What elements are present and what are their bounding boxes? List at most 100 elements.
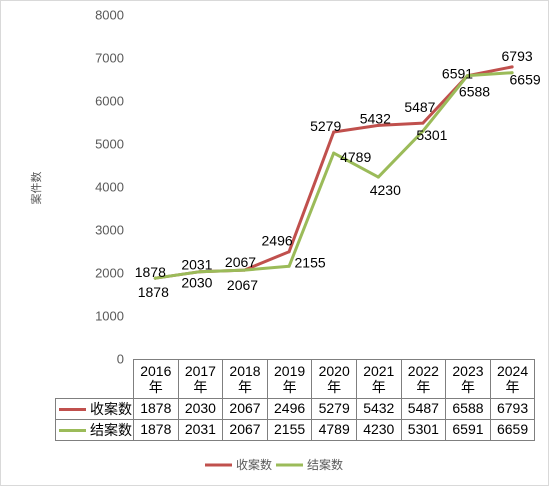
received-cases-data-label: 2067 (225, 254, 256, 270)
y-tick-label: 8000 (95, 8, 124, 23)
x-category-label: 2024年 (496, 363, 529, 395)
table-value-cell: 1878 (133, 418, 179, 441)
table-value-cell: 2496 (266, 398, 313, 420)
table-series-label-cell: 收案数 (55, 398, 134, 420)
table-value-cell: 4789 (311, 418, 357, 441)
closed-cases-point (243, 268, 246, 272)
x-category-label: 2022年 (407, 363, 439, 395)
table-value-cell: 2067 (222, 418, 268, 441)
table-series-name: 收案数 (90, 400, 132, 417)
y-tick-label: 7000 (95, 51, 124, 66)
y-axis: 0 1000 2000 3000 4000 5000 6000 7000 8000 (95, 8, 124, 367)
closed-cases-data-label: 6591 (442, 66, 473, 82)
closed-cases-point (153, 276, 157, 280)
table-value-cell: 2030 (177, 398, 224, 420)
y-tick-label: 6000 (95, 94, 124, 109)
closed-cases-point (510, 71, 514, 75)
received-cases-point (332, 130, 336, 134)
table-value-cell: 4230 (355, 418, 402, 441)
y-tick-label: 1000 (95, 309, 124, 324)
closed-cases-data-label: 5301 (416, 127, 447, 143)
legend-label: 收案数 (236, 457, 272, 472)
closed-cases-data-label: 2155 (295, 254, 326, 270)
x-category-label: 2017年 (184, 363, 216, 395)
table-body: 2016年 2017年 2018年 2019年 2020年 2021年 2022年 2023年… (55, 359, 536, 441)
y-tick-label: 5000 (95, 137, 124, 152)
table-category-cell: 2023年 (445, 359, 491, 399)
x-category-label: 2020年 (318, 363, 350, 395)
closed-cases-point (466, 74, 469, 78)
table-category-cell: 2019年 (266, 359, 313, 399)
table-category-cell: 2021年 (355, 359, 402, 399)
y-tick-label: 2000 (95, 266, 124, 281)
received-cases-data-label: 6588 (459, 84, 490, 100)
x-category-label: 2019年 (274, 363, 306, 395)
closed-cases-data-label: 4230 (370, 182, 401, 198)
received-cases-data-label: 5487 (404, 99, 435, 115)
x-category-label: 2023年 (452, 363, 484, 395)
table-value-cell: 6793 (489, 398, 536, 420)
table-series-row: 收案数 1878 2030 2067 2496 5279 5432 5487 6588 6793 (55, 398, 536, 420)
table-value-cell: 5432 (355, 398, 402, 420)
table-category-cell: 2020年 (311, 359, 357, 399)
table-category-cell: 2024年 (489, 359, 536, 399)
received-cases-data-label: 5432 (360, 110, 391, 126)
table-series-name: 结案数 (90, 421, 132, 438)
table-value-cell: 2155 (266, 418, 313, 441)
table-series-row: 结案数 1878 2031 2067 2155 4789 4230 5301 6591 6659 (55, 418, 536, 441)
table-legend-key (59, 407, 86, 411)
closed-cases-data-label: 6659 (510, 72, 541, 88)
closed-cases-point (287, 264, 291, 268)
table-series-label-cell: 结案数 (55, 418, 134, 441)
received-cases-data-label: 6793 (502, 48, 533, 64)
legend-label: 结案数 (307, 457, 343, 472)
closed-cases-point (332, 151, 336, 155)
legend-item-received-cases: 收案数 (205, 457, 272, 472)
table-corner-cell (56, 360, 134, 399)
closed-cases-data-label: 2031 (181, 257, 212, 273)
table-category-cell: 2017年 (177, 359, 224, 399)
table-category-cell: 2018年 (222, 359, 268, 399)
table-value-cell: 5487 (400, 398, 447, 420)
closed-cases-point (421, 129, 425, 133)
closed-cases-series (153, 71, 514, 280)
table-value-cell: 1878 (133, 398, 179, 420)
legend-item-closed-cases: 结案数 (276, 457, 343, 472)
y-axis-title: 案件数 (29, 172, 43, 205)
received-cases-data-label: 2030 (181, 275, 212, 291)
table-category-cell: 2022年 (400, 359, 447, 399)
received-cases-point (510, 65, 514, 69)
legend: 收案数 结案数 (205, 457, 343, 472)
closed-cases-point (376, 175, 380, 179)
x-category-label: 2018年 (229, 363, 261, 395)
x-category-label: 2021年 (363, 363, 395, 395)
table-value-cell: 2031 (177, 418, 224, 441)
y-tick-label: 4000 (95, 180, 124, 195)
table-value-cell: 2067 (222, 398, 268, 420)
table-legend-key (59, 428, 86, 432)
received-cases-data-label: 5279 (310, 118, 341, 134)
table-value-cell: 5279 (311, 398, 357, 420)
closed-cases-data-label: 2067 (227, 277, 258, 293)
closed-cases-data-label: 4789 (340, 149, 371, 165)
y-tick-label: 0 (117, 352, 124, 367)
y-tick-label: 3000 (95, 223, 124, 238)
table-value-cell: 6588 (445, 398, 491, 420)
received-cases-point (421, 121, 425, 125)
received-cases-data-label: 2496 (262, 233, 293, 249)
received-cases-point (287, 250, 291, 254)
table-value-cell: 5301 (400, 418, 447, 441)
table-header-row: 2016年 2017年 2018年 2019年 2020年 2021年 2022年 2023年… (56, 359, 536, 399)
closed-cases-data-label: 1878 (138, 284, 169, 300)
table-value-cell: 6591 (445, 418, 491, 441)
plot-series (153, 65, 514, 280)
table-category-cell: 2016年 (133, 359, 179, 399)
closed-cases-point (198, 270, 202, 274)
table-value-cell: 6659 (489, 418, 536, 441)
data-table: 2016年 2017年 2018年 2019年 2020年 2021年 2022年 2023年… (55, 359, 536, 441)
x-category-label: 2016年 (140, 363, 172, 395)
received-cases-data-label: 1878 (135, 264, 166, 280)
data-labels: 1878 2030 2067 2496 5279 5432 5487 6588 6793 1878… (135, 48, 541, 300)
received-cases-point (376, 123, 380, 127)
